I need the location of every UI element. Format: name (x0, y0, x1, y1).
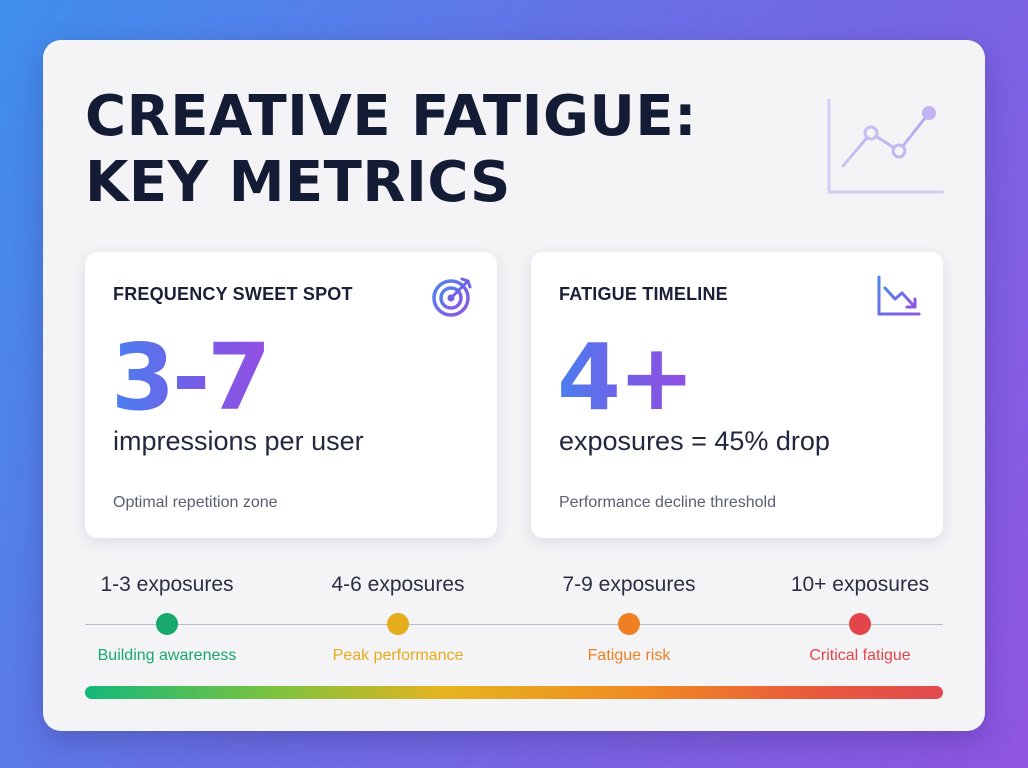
exposure-timeline: 1-3 exposures Building awareness 4-6 exp… (85, 570, 943, 710)
target-icon (432, 277, 472, 317)
frequency-value: 3-7 (111, 324, 271, 431)
stage-label: 1-3 exposures (100, 573, 234, 596)
fatigue-metric: exposures = 45% drop (559, 426, 830, 456)
title-line-2: KEY METRICS (85, 150, 511, 215)
stage-status: Peak performance (332, 647, 464, 664)
stage-dot (387, 613, 409, 635)
stage-dot (156, 613, 178, 635)
frequency-metric: impressions per user (113, 426, 364, 456)
title-line-1: CREATIVE FATIGUE: (85, 84, 698, 149)
fatigue-timeline-card: FATIGUE TIMELINE 4+ exposures = 45% drop… (531, 252, 943, 538)
timeline-axis (85, 624, 943, 625)
infographic-panel: CREATIVE FATIGUE: KEY METRICS FREQUENCY … (43, 40, 985, 731)
fatigue-value: 4+ (557, 324, 695, 431)
stage-status: Critical fatigue (809, 647, 911, 664)
stage-status: Building awareness (97, 647, 237, 664)
trending-down-icon (877, 275, 921, 316)
stage-status: Fatigue risk (587, 647, 671, 664)
stage-label: 10+ exposures (790, 573, 930, 596)
frequency-note: Optimal repetition zone (113, 494, 278, 511)
card-title: FATIGUE TIMELINE (559, 284, 728, 304)
fatigue-note: Performance decline threshold (559, 494, 777, 511)
frequency-card: FREQUENCY SWEET SPOT 3-7 impressions per… (85, 252, 497, 538)
stage-label: 7-9 exposures (562, 573, 696, 596)
line-chart-icon (827, 98, 945, 194)
timeline-stage: 4-6 exposures Peak performance (303, 570, 493, 665)
timeline-stage: 7-9 exposures Fatigue risk (534, 570, 724, 665)
timeline-stage: 1-3 exposures Building awareness (72, 570, 262, 665)
stage-label: 4-6 exposures (331, 573, 465, 596)
page-title: CREATIVE FATIGUE: KEY METRICS (85, 84, 785, 216)
timeline-stage: 10+ exposures Critical fatigue (765, 570, 955, 665)
stage-dot (618, 613, 640, 635)
card-title: FREQUENCY SWEET SPOT (113, 284, 353, 304)
stage-dot (849, 613, 871, 635)
fatigue-gradient-bar (85, 686, 943, 699)
